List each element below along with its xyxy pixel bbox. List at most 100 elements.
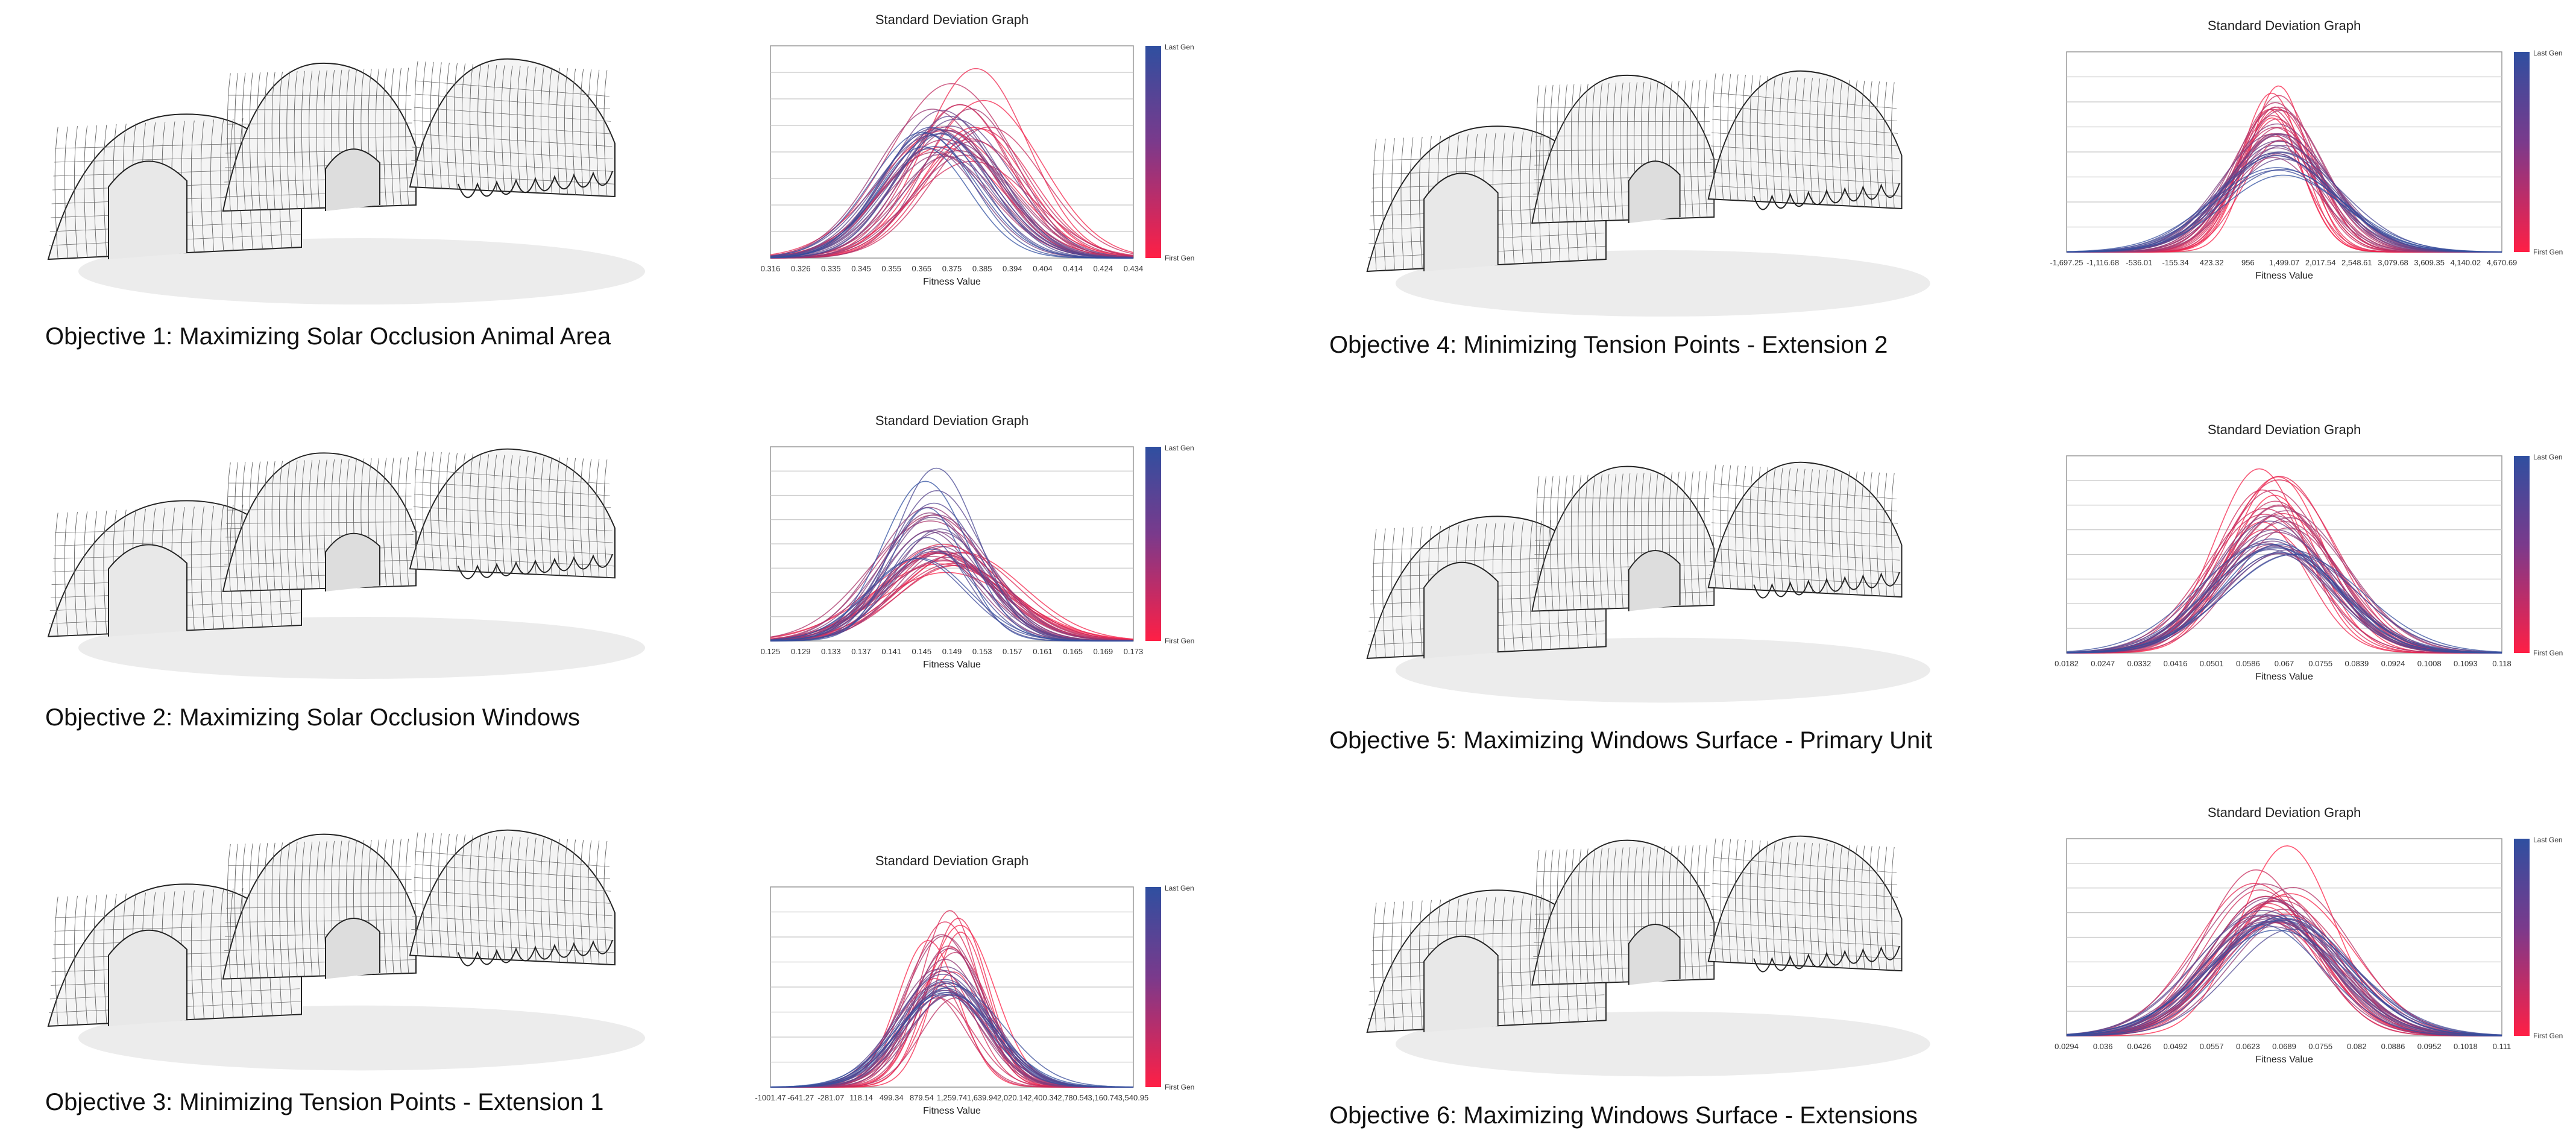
objective-1-caption: Objective 1: Maximizing Solar Occlusion … <box>45 323 611 350</box>
graph-title: Standard Deviation Graph <box>875 12 1028 27</box>
x-tick-label: 423.32 <box>2200 258 2224 267</box>
objective-6-caption: Objective 6: Maximizing Windows Surface … <box>1329 1102 1918 1129</box>
generation-curve <box>770 994 1133 1088</box>
vault-render-2 <box>24 422 663 687</box>
x-tick-label: 1,639.94 <box>967 1093 998 1102</box>
x-tick-label: -1001.47 <box>755 1093 786 1102</box>
x-tick-label: 0.316 <box>761 264 781 273</box>
x-tick-label: 3,160.74 <box>1088 1093 1119 1102</box>
vault-center-dome <box>1531 839 1715 986</box>
x-tick-label: 0.0886 <box>2381 1042 2405 1051</box>
x-tick-label: 0.129 <box>791 647 811 656</box>
generation-curve <box>770 154 1134 259</box>
x-tick-label: 0.0839 <box>2345 659 2369 668</box>
x-tick-label: 0.0501 <box>2200 659 2224 668</box>
x-tick-label: 2,400.34 <box>1027 1093 1058 1102</box>
x-tick-label: 0.0689 <box>2272 1042 2296 1051</box>
x-tick-label: 0.133 <box>821 647 841 656</box>
x-tick-label: 0.0294 <box>2055 1042 2079 1051</box>
generation-legend-bar <box>1145 447 1161 641</box>
graph-title: Standard Deviation Graph <box>875 853 1028 868</box>
x-tick-label: 0.149 <box>942 647 962 656</box>
vault-center-dome <box>222 62 417 212</box>
generation-curve <box>2066 929 2502 1036</box>
arch-opening <box>108 918 380 1026</box>
vault-center-dome <box>1531 74 1715 224</box>
x-tick-label: -641.27 <box>787 1093 814 1102</box>
x-tick-label: 0.157 <box>1003 647 1022 656</box>
generation-curve <box>770 146 1133 259</box>
generation-curve <box>770 502 1133 642</box>
generation-curve <box>770 481 1133 642</box>
generation-legend-bar <box>2514 456 2530 653</box>
x-tick-label: 0.385 <box>972 264 992 273</box>
ground-shadow <box>1395 250 1930 317</box>
generation-curve <box>2066 910 2502 1036</box>
x-tick-label: 0.0586 <box>2236 659 2260 668</box>
vault-right-wing <box>409 58 616 198</box>
generation-curve <box>2066 155 2502 253</box>
x-tick-label: 0.0492 <box>2164 1042 2188 1051</box>
x-tick-label: 0.1008 <box>2417 659 2442 668</box>
ground-shadow <box>1395 637 1930 703</box>
x-axis-label: Fitness Value <box>2255 1055 2313 1065</box>
x-tick-label: 0.0247 <box>2091 659 2115 668</box>
generation-curve <box>770 125 1134 259</box>
arch-opening <box>108 148 380 259</box>
objective-4-caption: Objective 4: Minimizing Tension Points -… <box>1329 332 1888 358</box>
generation-curve <box>770 135 1133 259</box>
generation-curve <box>770 133 1133 259</box>
scalloped-edge <box>458 171 613 198</box>
x-tick-label: 0.424 <box>1094 264 1113 273</box>
x-tick-label: 0.1018 <box>2454 1042 2478 1051</box>
ground-shadow <box>78 238 645 304</box>
vault-render-5 <box>1344 434 1947 711</box>
generation-curve <box>2066 169 2502 253</box>
x-axis-label: Fitness Value <box>923 277 981 287</box>
x-tick-label: 2,020.14 <box>997 1093 1028 1102</box>
x-tick-label: 0.355 <box>881 264 901 273</box>
x-tick-label: 4,140.02 <box>2451 258 2481 267</box>
generation-curve <box>2066 167 2502 253</box>
x-tick-label: 0.169 <box>1094 647 1113 656</box>
x-tick-label: 1,499.07 <box>2269 258 2300 267</box>
x-axis-label: Fitness Value <box>2255 271 2313 281</box>
x-tick-label: 956 <box>2241 258 2255 267</box>
generation-curve <box>2066 918 2502 1036</box>
generation-curve <box>2067 929 2502 1036</box>
legend-last-gen: Last Gen <box>2533 836 2563 844</box>
legend-first-gen: First Gen <box>2533 649 2563 657</box>
scalloped-edge <box>458 939 613 967</box>
x-tick-label: 0.036 <box>2093 1042 2113 1051</box>
arch-opening <box>1423 924 1681 1032</box>
graph-title: Standard Deviation Graph <box>2208 805 2361 820</box>
generation-curve <box>2066 554 2502 654</box>
x-tick-label: 0.0924 <box>2381 659 2405 668</box>
generation-curve <box>2066 547 2502 654</box>
x-tick-label: 2,780.54 <box>1057 1093 1088 1102</box>
x-tick-label: 0.0557 <box>2200 1042 2224 1051</box>
vault-right-wing <box>409 829 616 966</box>
x-tick-label: 0.0332 <box>2127 659 2151 668</box>
generation-curve <box>770 133 1134 259</box>
generation-curve <box>770 992 1134 1088</box>
x-tick-label: 0.434 <box>1124 264 1144 273</box>
std-dev-graph-5: Standard Deviation Graph 0.0182 0.0247 0.03… <box>2055 422 2563 682</box>
std-dev-graph-2: Standard Deviation Graph 0.125 0.129 0.133 0… <box>761 413 1195 670</box>
x-tick-label: 879.54 <box>910 1093 934 1102</box>
x-tick-label: 4,670.69 <box>2487 258 2518 267</box>
scalloped-edge <box>1753 945 1900 973</box>
generation-curve <box>2066 914 2502 1036</box>
x-tick-label: 0.165 <box>1063 647 1083 656</box>
x-tick-label: 0.137 <box>851 647 871 656</box>
legend-last-gen: Last Gen <box>1165 43 1194 51</box>
vault-right-wing <box>1707 461 1903 598</box>
objective-5-caption: Objective 5: Maximizing Windows Surface … <box>1329 727 1933 754</box>
x-tick-label: 0.345 <box>851 264 871 273</box>
x-tick-label: 3,079.68 <box>2378 258 2408 267</box>
x-tick-label: 0.1093 <box>2454 659 2478 668</box>
legend-first-gen: First Gen <box>1165 1083 1194 1091</box>
vault-right-wing <box>1707 835 1903 972</box>
generation-curve <box>2066 543 2502 654</box>
scalloped-edge <box>1753 183 1900 210</box>
